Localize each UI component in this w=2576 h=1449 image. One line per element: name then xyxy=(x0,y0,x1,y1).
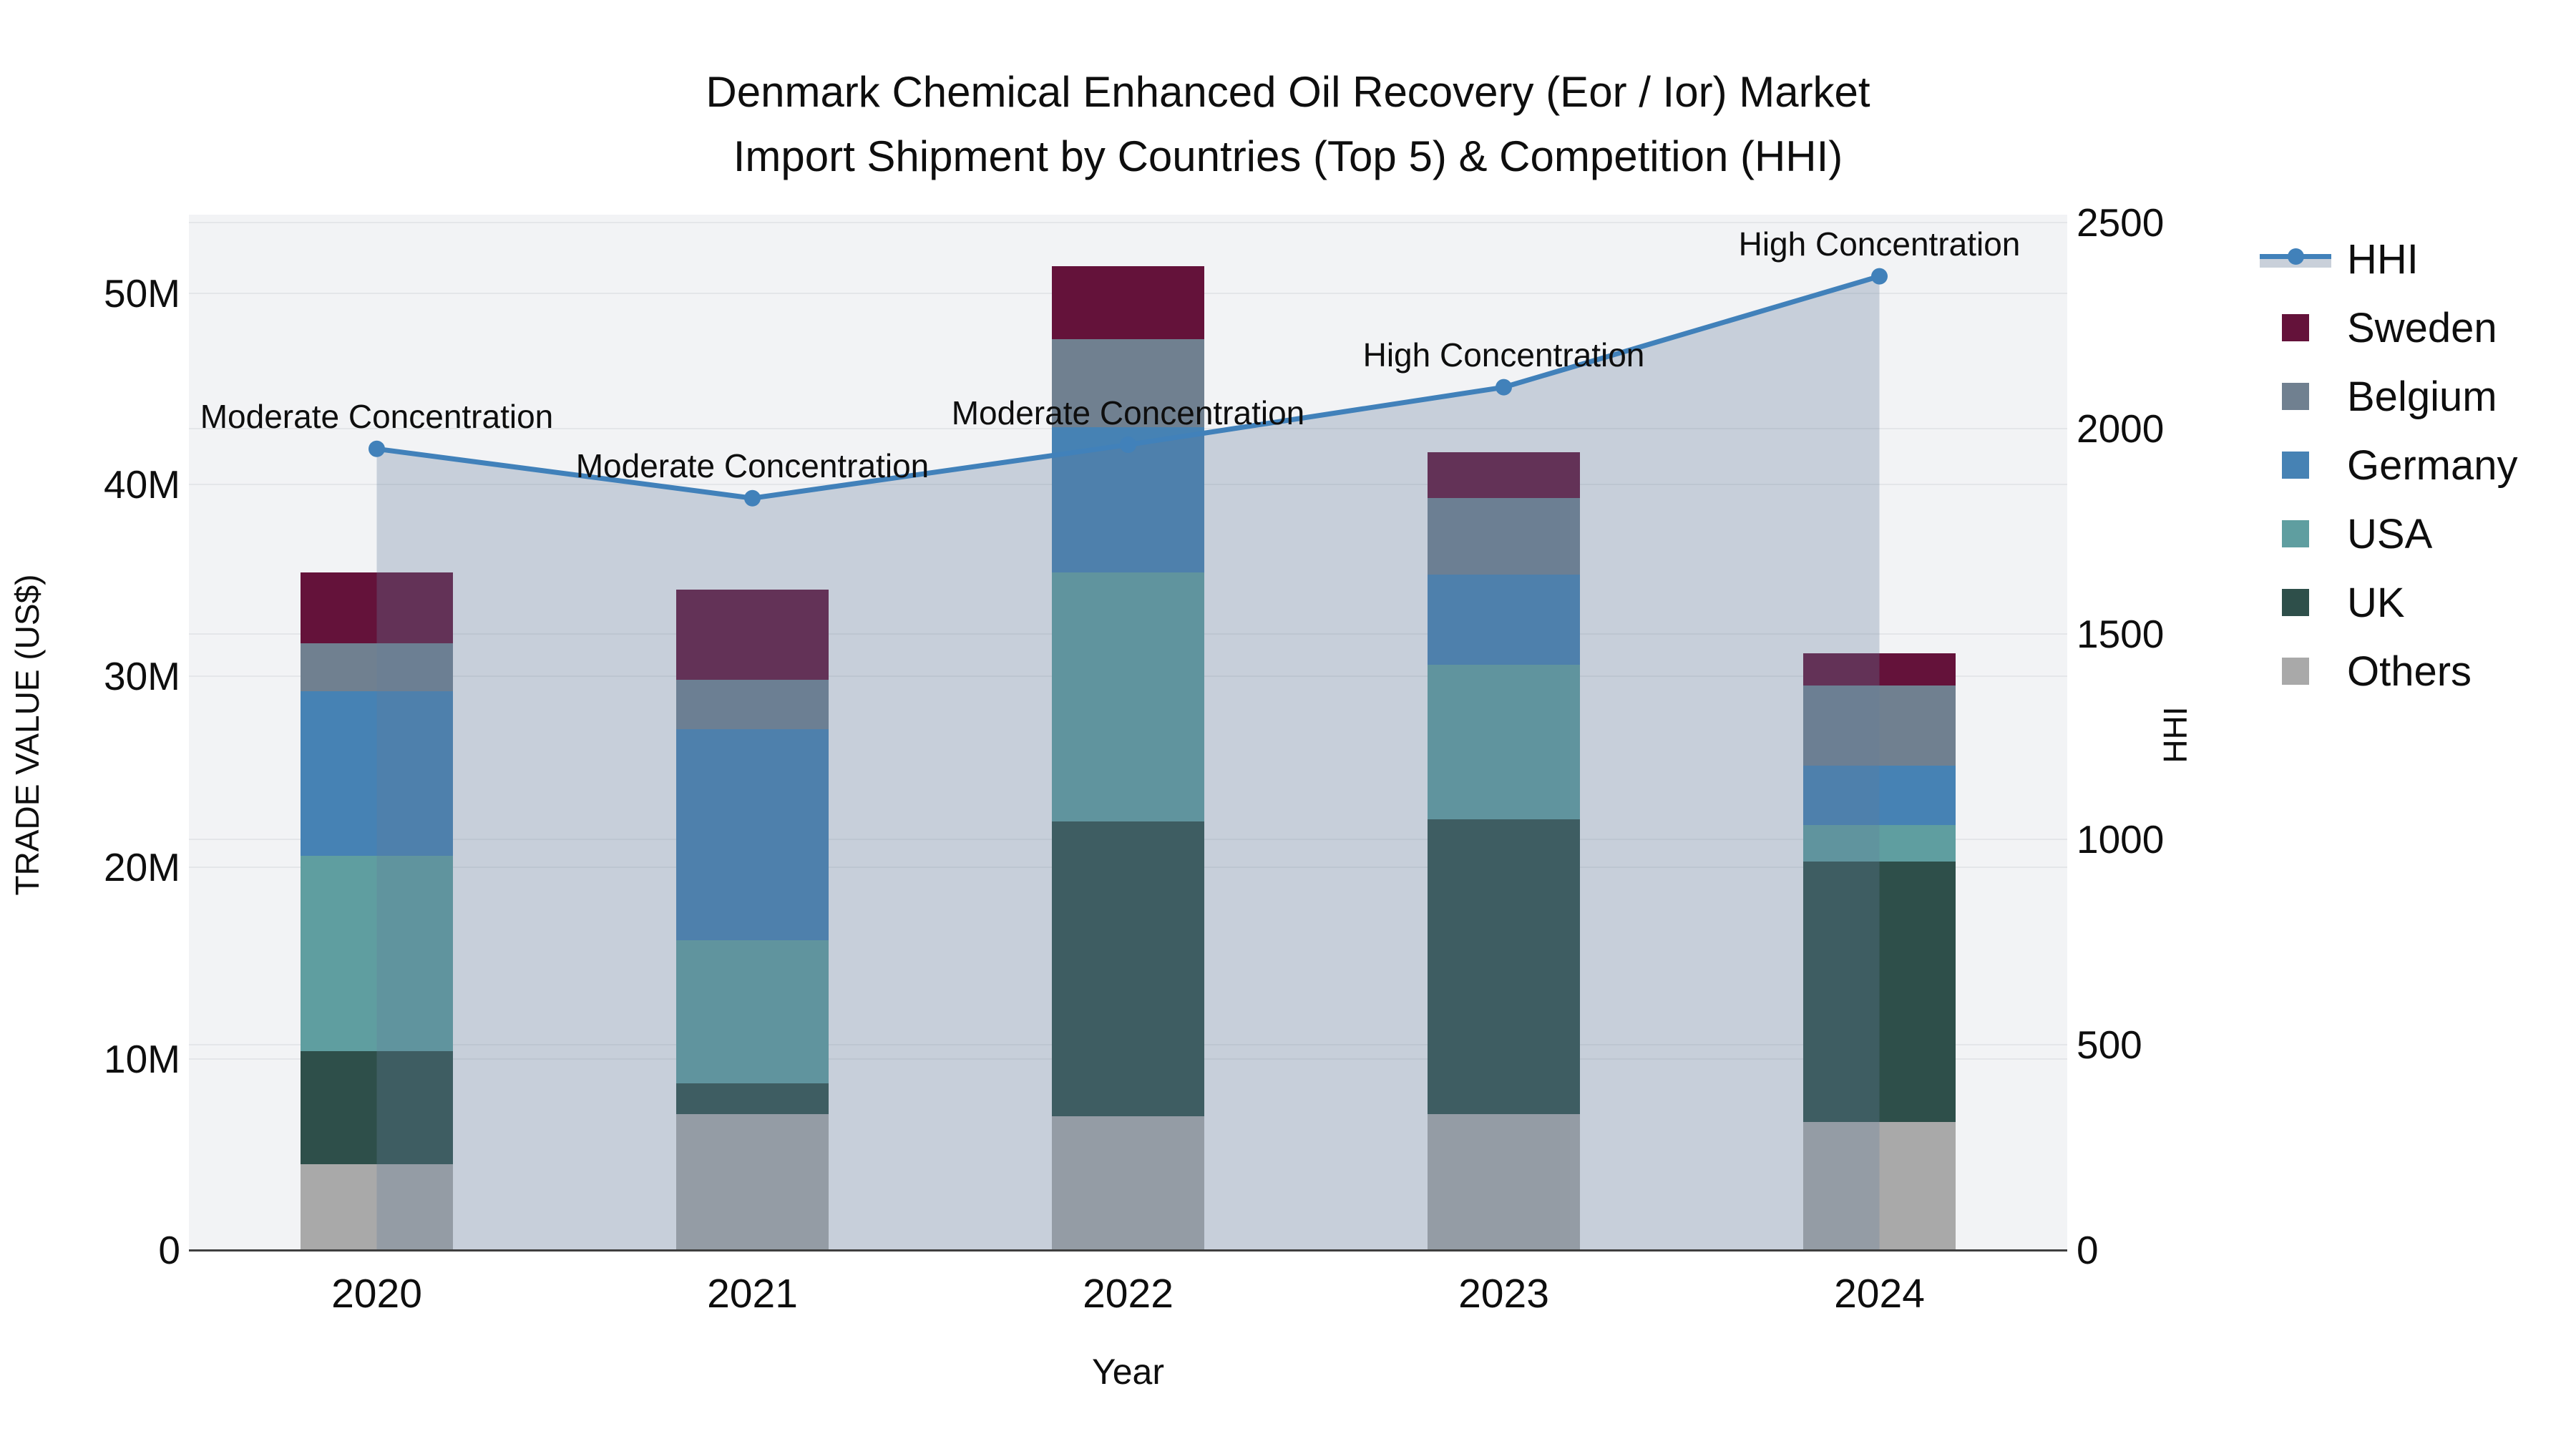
legend-label-usa: USA xyxy=(2347,510,2433,557)
bar-segment-2024-usa xyxy=(1803,825,1956,862)
legend-item-hhi[interactable]: HHI xyxy=(2260,225,2518,293)
legend-label-uk: UK xyxy=(2347,579,2405,626)
bar-segment-2023-usa xyxy=(1428,664,1580,820)
hhi-marker-2023 xyxy=(1496,379,1512,396)
bar-segment-2023-uk xyxy=(1428,819,1580,1115)
bar-segment-2020-uk xyxy=(301,1050,453,1164)
bar-segment-2020-germany xyxy=(301,691,453,856)
y-axis-left-title: TRADE VALUE (US$) xyxy=(9,574,46,896)
ytick-right-500: 500 xyxy=(2077,1022,2142,1067)
chart-title-line1: Denmark Chemical Enhanced Oil Recovery (… xyxy=(706,68,1870,116)
bar-segment-2021-sweden xyxy=(676,590,829,680)
legend-item-sweden[interactable]: Sweden xyxy=(2260,293,2518,362)
hhi-trace-svg xyxy=(369,268,1888,1250)
hhi-area-fill xyxy=(376,276,1880,1250)
y-axis-right-title: HHI xyxy=(2157,706,2194,763)
xtick-2022: 2022 xyxy=(1083,1271,1174,1317)
bar-segment-2020-usa xyxy=(301,856,453,1051)
ytick-left-30M: 30M xyxy=(104,653,180,698)
hhi-marker-legend-dot xyxy=(2288,248,2304,265)
bars-layer xyxy=(189,215,2067,1250)
bar-segment-2021-usa xyxy=(676,940,829,1084)
bar-segment-2021-uk xyxy=(676,1083,829,1115)
ytick-right-2000: 2000 xyxy=(2077,406,2165,451)
legend-item-usa[interactable]: USA xyxy=(2260,499,2518,568)
hhi-marker-2020 xyxy=(369,440,385,457)
bar-segment-2023-others xyxy=(1428,1114,1580,1250)
xtick-2021: 2021 xyxy=(707,1271,798,1317)
annotation-2024: High Concentration xyxy=(1738,225,2021,263)
ytick-right-0: 0 xyxy=(2077,1228,2099,1272)
legend-label-others: Others xyxy=(2347,648,2472,695)
legend-swatch-usa xyxy=(2282,520,2309,547)
annotation-2021: Moderate Concentration xyxy=(575,447,930,485)
x-axis-line xyxy=(189,1249,2067,1252)
xtick-2024: 2024 xyxy=(1834,1271,1925,1317)
bar-segment-2024-uk xyxy=(1803,862,1956,1122)
bar-segment-2020-others xyxy=(301,1163,453,1250)
ytick-left-50M: 50M xyxy=(104,270,180,316)
bar-segment-2024-sweden xyxy=(1803,653,1956,686)
xtick-2023: 2023 xyxy=(1458,1271,1549,1317)
legend-item-belgium[interactable]: Belgium xyxy=(2260,362,2518,431)
x-axis-title: Year xyxy=(1091,1352,1165,1392)
ytick-left-10M: 10M xyxy=(104,1036,180,1081)
legend-label-hhi: HHI xyxy=(2347,235,2419,283)
annotation-2023: High Concentration xyxy=(1362,336,1645,374)
ytick-left-0: 0 xyxy=(158,1228,180,1272)
annotation-2022: Moderate Concentration xyxy=(951,394,1305,431)
bar-segment-2021-others xyxy=(676,1114,829,1250)
legend-swatch-others xyxy=(2282,658,2309,685)
bar-segment-2021-germany xyxy=(676,729,829,940)
bar-segment-2022-uk xyxy=(1052,821,1204,1116)
bar-segment-2022-belgium xyxy=(1052,338,1204,427)
xtick-2020: 2020 xyxy=(331,1271,422,1317)
legend-swatch-box xyxy=(2260,383,2331,410)
legend-item-germany[interactable]: Germany xyxy=(2260,431,2518,499)
ytick-left-40M: 40M xyxy=(104,462,180,507)
legend-swatch-sweden xyxy=(2282,314,2309,341)
legend-swatch-box xyxy=(2260,314,2331,341)
legend-swatch-box xyxy=(2260,589,2331,616)
legend-swatch-box xyxy=(2260,452,2331,479)
hhi-line-legend-sample xyxy=(2260,245,2331,273)
bar-segment-2024-others xyxy=(1803,1121,1956,1250)
legend-label-germany: Germany xyxy=(2347,441,2518,489)
ytick-left-20M: 20M xyxy=(104,845,180,890)
annotation-2020: Moderate Concentration xyxy=(200,398,554,436)
legend-swatch-box xyxy=(2260,520,2331,547)
chart-title: Denmark Chemical Enhanced Oil Recovery (… xyxy=(0,60,2576,189)
legend-swatch-box xyxy=(2260,658,2331,685)
chart-title-line2: Import Shipment by Countries (Top 5) & C… xyxy=(733,132,1843,180)
bar-segment-2020-belgium xyxy=(301,643,453,691)
legend-label-sweden: Sweden xyxy=(2347,304,2497,351)
bar-segment-2021-belgium xyxy=(676,679,829,730)
bar-segment-2023-belgium xyxy=(1428,497,1580,575)
hhi-marker-2022 xyxy=(1120,436,1136,454)
hhi-marker-2024 xyxy=(1871,268,1888,285)
annotations-layer: Moderate Concentration Moderate Concentra… xyxy=(189,215,2067,1250)
legend-item-others[interactable]: Others xyxy=(2260,637,2518,706)
ytick-right-1000: 1000 xyxy=(2077,816,2165,862)
bar-segment-2023-sweden xyxy=(1428,452,1580,498)
plot-area: Moderate Concentration Moderate Concentra… xyxy=(189,215,2067,1252)
bar-segment-2022-usa xyxy=(1052,572,1204,821)
legend-label-belgium: Belgium xyxy=(2347,373,2497,420)
gridline-right-2500 xyxy=(189,222,2067,224)
legend: HHI Sweden Belgium Germany USA UK Others xyxy=(2260,225,2518,706)
bar-segment-2020-sweden xyxy=(301,572,453,644)
ytick-right-1500: 1500 xyxy=(2077,611,2165,656)
bar-segment-2024-belgium xyxy=(1803,685,1956,766)
ytick-right-2500: 2500 xyxy=(2077,200,2165,245)
legend-swatch-germany xyxy=(2282,452,2309,479)
hhi-marker-2021 xyxy=(744,489,761,507)
legend-item-uk[interactable]: UK xyxy=(2260,568,2518,637)
legend-swatch-uk xyxy=(2282,589,2309,616)
bar-segment-2024-germany xyxy=(1803,766,1956,826)
bar-segment-2022-sweden xyxy=(1052,266,1204,339)
bar-segment-2023-germany xyxy=(1428,574,1580,665)
legend-swatch-belgium xyxy=(2282,383,2309,410)
bar-segment-2022-others xyxy=(1052,1116,1204,1250)
